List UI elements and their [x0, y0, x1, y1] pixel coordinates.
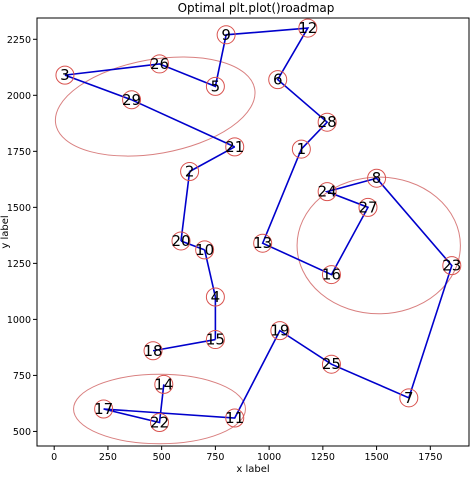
y-axis-label: y label	[0, 215, 11, 248]
node-marker-11	[225, 408, 245, 428]
node-label-14: 14	[154, 375, 173, 393]
node-marker-16	[321, 265, 341, 285]
node-label-9: 9	[221, 26, 231, 44]
route-segment-3-29	[64, 74, 132, 101]
node-marker-10	[195, 240, 215, 260]
x-tick-label-1250: 1250	[311, 452, 335, 463]
node-label-5: 5	[211, 77, 221, 95]
plot-area-frame	[36, 17, 470, 447]
node-marker-8	[367, 168, 387, 188]
node-marker-3	[55, 65, 75, 85]
node-label-25: 25	[322, 355, 341, 373]
x-axis-ticks: 0 250 500 750 1000 1250 1500 1750	[51, 446, 442, 463]
x-tick-label-1500: 1500	[364, 452, 388, 463]
y-tick-label-2250: 2250	[7, 35, 31, 46]
node-label-7: 7	[404, 389, 414, 407]
node-marker-18	[143, 341, 163, 361]
node-label-13: 13	[253, 234, 272, 252]
y-tick-label-1750: 1750	[7, 147, 31, 158]
route-segment-29-21	[131, 99, 236, 148]
node-marker-23	[442, 256, 462, 276]
node-marker-13	[253, 233, 273, 253]
route-lines	[64, 27, 453, 424]
node-label-4: 4	[211, 288, 221, 306]
y-tick-label-1500: 1500	[7, 203, 31, 214]
y-tick-label-500: 500	[13, 427, 31, 438]
x-tick-label-0: 0	[51, 452, 57, 463]
node-label-11: 11	[225, 409, 244, 427]
node-marker-24	[317, 182, 337, 202]
node-marker-15	[205, 330, 225, 350]
node-marker-14	[154, 374, 174, 394]
node-label-2: 2	[185, 162, 195, 180]
node-marker-7	[399, 388, 419, 408]
node-marker-1	[291, 139, 311, 159]
node-marker-19	[270, 321, 290, 341]
node-label-10: 10	[195, 241, 214, 259]
node-marker-12	[298, 18, 318, 38]
route-segment-15-18	[152, 338, 216, 352]
node-marker-5	[205, 76, 225, 96]
cluster-ellipse-1	[54, 56, 256, 157]
node-label-1: 1	[297, 140, 307, 158]
x-tick-label-500: 500	[153, 452, 171, 463]
cluster-ellipse-3	[73, 373, 246, 445]
node-label-29: 29	[122, 91, 141, 109]
node-label-8: 8	[372, 169, 382, 187]
y-axis-ticks: 500 750 1000 1250 1500 1750 2000 2250	[7, 35, 37, 438]
node-label-24: 24	[318, 183, 337, 201]
node-marker-25	[321, 354, 341, 374]
node-marker-29	[122, 90, 142, 110]
node-label-16: 16	[322, 266, 341, 284]
cluster-ellipse-2	[296, 176, 461, 315]
node-label-23: 23	[442, 257, 461, 275]
node-label-17: 17	[94, 400, 113, 418]
chart-title: Optimal plt.plot()roadmap	[178, 1, 335, 15]
node-label-12: 12	[298, 19, 317, 37]
node-marker-9	[216, 25, 236, 45]
x-tick-label-1750: 1750	[418, 452, 442, 463]
x-tick-label-1000: 1000	[257, 452, 281, 463]
y-tick-label-2000: 2000	[7, 91, 31, 102]
node-label-22: 22	[150, 413, 169, 431]
route-segment-10-4	[203, 249, 217, 298]
x-tick-label-750: 750	[206, 452, 224, 463]
y-tick-label-1000: 1000	[7, 315, 31, 326]
node-label-6: 6	[273, 71, 283, 89]
x-tick-label-250: 250	[99, 452, 117, 463]
node-marker-20	[171, 231, 191, 251]
node-label-3: 3	[60, 66, 70, 84]
y-tick-label-1250: 1250	[7, 259, 31, 270]
node-label-15: 15	[206, 331, 225, 349]
node-label-28: 28	[318, 113, 337, 131]
node-label-21: 21	[225, 138, 244, 156]
node-marker-26	[150, 54, 170, 74]
cluster-ellipses	[54, 56, 461, 445]
node-label-18: 18	[144, 342, 163, 360]
node-label-19: 19	[270, 322, 289, 340]
route-segment-20-10	[180, 240, 205, 251]
node-marker-4	[205, 287, 225, 307]
node-marker-2	[180, 161, 200, 181]
node-marker-17	[94, 399, 114, 419]
x-axis-label: x label	[236, 464, 269, 475]
node-label-26: 26	[150, 55, 169, 73]
route-segment-2-20	[180, 171, 191, 242]
node-marker-21	[225, 137, 245, 157]
route-path-main	[64, 27, 453, 424]
node-marker-22	[150, 412, 170, 432]
node-marker-27	[358, 197, 378, 217]
node-marker-28	[317, 112, 337, 132]
node-label-27: 27	[358, 198, 377, 216]
y-tick-label-750: 750	[13, 371, 31, 382]
node-marker-6	[268, 70, 288, 90]
node-label-20: 20	[171, 232, 190, 250]
